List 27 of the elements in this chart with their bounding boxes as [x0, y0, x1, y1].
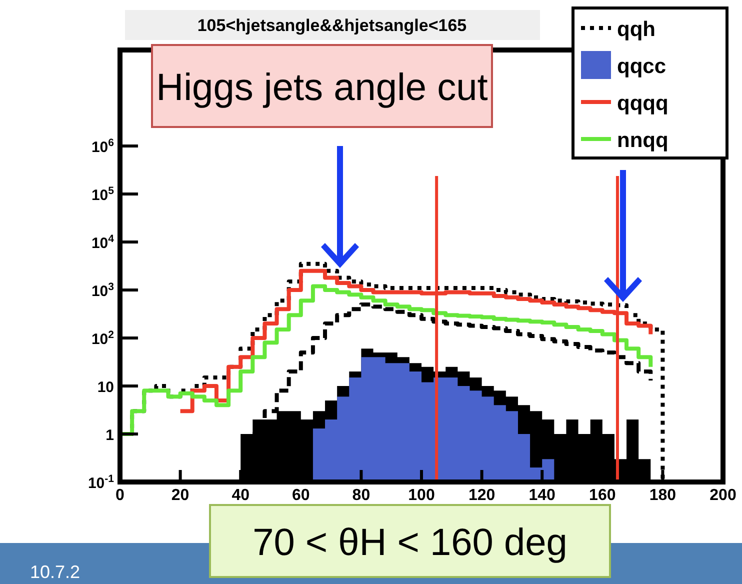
- y-tick-label: 10: [97, 379, 114, 396]
- y-tick-label: 10$^{-1}$: [88, 473, 114, 492]
- x-tick-label: 60: [292, 487, 310, 504]
- x-tick-label: 180: [649, 487, 676, 504]
- y-tick-label: 10$^{5}$: [91, 185, 114, 204]
- y-tick-label: 10$^{6}$: [91, 137, 114, 156]
- x-tick-label: 200: [710, 487, 736, 504]
- annotation: Higgs jets angle cut: [156, 67, 488, 109]
- y-tick-label: 10$^{4}$: [91, 233, 114, 252]
- chart-title: 105<hjetsangle&&hjetsangle<165: [197, 16, 467, 35]
- legend-label: nnqq: [617, 129, 668, 152]
- text: 70 < θH < 160 deg: [252, 522, 568, 564]
- y-tick-label: 1: [106, 427, 114, 444]
- y-tick-label: 10$^{3}$: [91, 281, 114, 300]
- text: 10.7.2: [30, 562, 80, 582]
- x-tick-label: 80: [352, 487, 370, 504]
- x-tick-label: 0: [116, 487, 125, 504]
- legend-label: qqqq: [617, 92, 668, 115]
- x-tick-label: 100: [408, 487, 435, 504]
- x-tick-label: 140: [528, 487, 556, 504]
- x-tick-label: 40: [232, 487, 250, 504]
- x-tick-label: 20: [171, 487, 190, 504]
- y-tick-label: 10$^{2}$: [91, 329, 114, 348]
- legend-label: qqcc: [617, 55, 666, 78]
- x-tick-label: 120: [468, 487, 496, 504]
- x-tick-label: 160: [589, 487, 616, 504]
- legend-label: qqh: [617, 18, 656, 41]
